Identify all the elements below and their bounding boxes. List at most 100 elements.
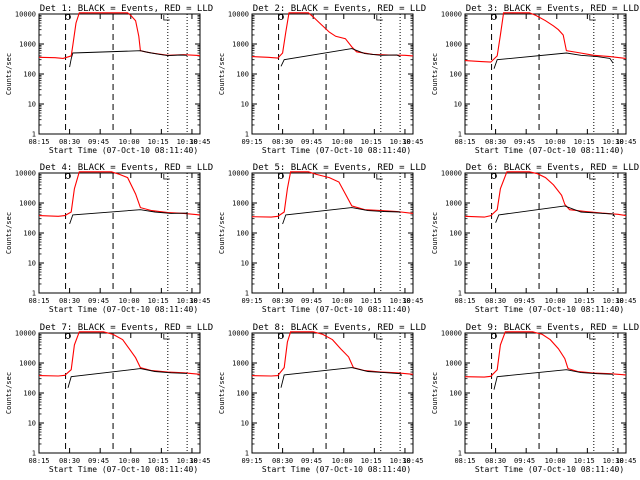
x-tick-label: 10:15 (148, 138, 169, 146)
lld-series-line (464, 331, 627, 378)
y-tick-label: 10 (28, 420, 36, 428)
x-tick-label: 10:15 (148, 457, 169, 465)
x-tick-label: 10:15 (361, 138, 382, 146)
detector-panel-9: 1 10 100 1000 10000 08:15 08:30 09:45 10:00 10:15… (431, 323, 639, 474)
x-tick-label: 10:45 (615, 138, 636, 146)
y-tick-label: 100 (236, 390, 249, 398)
marker-circle (65, 333, 71, 339)
x-tick-label: 09:45 (514, 297, 535, 305)
marker-bracket (163, 15, 170, 21)
x-axis-label: Start Time (07-Oct-10 08:11:40) (475, 146, 624, 155)
events-series-line (69, 209, 188, 225)
detector-panel-2: 1 10 100 1000 10000 09:15 08:30 09:45 10:00 10:15… (218, 4, 426, 155)
panel-title: Det 2: BLACK = Events, RED = LLD (253, 4, 426, 14)
panel-title: Det 8: BLACK = Events, RED = LLD (253, 323, 426, 333)
x-tick-label: 09:15 (241, 138, 262, 146)
x-tick-label: 10:45 (189, 138, 210, 146)
x-axis-label: Start Time (07-Oct-10 08:11:40) (475, 305, 624, 314)
plot-frame (38, 332, 201, 454)
x-tick-label: 09:45 (88, 138, 109, 146)
x-axis-label: Start Time (07-Oct-10 08:11:40) (49, 146, 198, 155)
y-axis-label: Counts/sec (5, 212, 13, 254)
panel-title: Det 3: BLACK = Events, RED = LLD (466, 4, 639, 14)
y-tick-label: 1 (32, 450, 36, 458)
x-tick-label: 10:45 (189, 457, 210, 465)
x-tick-label: 08:15 (454, 297, 475, 305)
panel-title: Det 1: BLACK = Events, RED = LLD (40, 4, 213, 14)
y-tick-label: 1 (458, 450, 462, 458)
plot-frame (38, 172, 201, 294)
detector-panel-7: 1 10 100 1000 10000 08:15 08:30 09:45 10:00 10:15… (5, 323, 213, 474)
marker-circle (278, 14, 284, 20)
y-axis-label: Counts/sec (431, 53, 439, 95)
x-tick-label: 08:15 (454, 457, 475, 465)
y-axis-label: Counts/sec (218, 53, 226, 95)
y-tick-label: 100 (23, 390, 36, 398)
x-tick-label: 08:30 (272, 297, 293, 305)
x-axis-label: Start Time (07-Oct-10 08:11:40) (475, 465, 624, 474)
y-tick-label: 1000 (19, 41, 36, 49)
y-tick-label: 10 (28, 260, 36, 268)
x-tick-label: 08:30 (485, 457, 506, 465)
x-tick-label: 10:15 (361, 457, 382, 465)
x-tick-label: 09:45 (301, 138, 322, 146)
y-tick-label: 1000 (232, 200, 249, 208)
marker-bracket (376, 15, 383, 21)
detector-panel-5: 1 10 100 1000 10000 09:15 08:30 09:45 10:00 10:15… (218, 163, 426, 314)
x-tick-label: 09:45 (88, 457, 109, 465)
y-tick-label: 10000 (15, 170, 36, 178)
panel-title: Det 9: BLACK = Events, RED = LLD (466, 323, 639, 333)
x-tick-label: 08:15 (454, 138, 475, 146)
events-series-line (280, 367, 403, 388)
panel-title: Det 5: BLACK = Events, RED = LLD (253, 163, 426, 173)
x-tick-label: 10:00 (332, 457, 353, 465)
y-tick-label: 100 (449, 71, 462, 79)
x-axis-label: Start Time (07-Oct-10 08:11:40) (49, 465, 198, 474)
y-tick-label: 10 (241, 260, 249, 268)
x-tick-label: 08:15 (28, 297, 49, 305)
lld-series-line (251, 171, 414, 218)
lld-series-line (38, 331, 201, 377)
y-tick-label: 100 (23, 230, 36, 238)
y-axis-label: Counts/sec (5, 53, 13, 95)
plot-frame (464, 172, 627, 294)
y-tick-label: 10000 (441, 330, 462, 338)
x-tick-label: 10:45 (402, 138, 423, 146)
x-tick-label: 10:30 (177, 138, 198, 146)
x-tick-label: 10:00 (545, 138, 566, 146)
y-tick-label: 10 (241, 101, 249, 109)
y-tick-label: 1000 (232, 360, 249, 368)
plot-frame (251, 172, 414, 294)
marker-bracket (376, 334, 383, 340)
y-axis-label: Counts/sec (218, 372, 226, 414)
y-tick-label: 1000 (445, 41, 462, 49)
x-tick-label: 09:15 (241, 457, 262, 465)
events-series-line (282, 207, 401, 225)
x-tick-label: 08:30 (272, 457, 293, 465)
panel-title: Det 7: BLACK = Events, RED = LLD (40, 323, 213, 333)
events-series-line (280, 48, 401, 67)
y-tick-label: 10000 (228, 170, 249, 178)
marker-bracket (163, 174, 170, 180)
x-tick-label: 10:30 (390, 138, 411, 146)
x-axis-label: Start Time (07-Oct-10 08:11:40) (262, 465, 411, 474)
y-tick-label: 10000 (15, 330, 36, 338)
x-tick-label: 09:15 (241, 297, 262, 305)
y-tick-label: 10000 (441, 11, 462, 19)
x-tick-label: 10:30 (390, 297, 411, 305)
x-tick-label: 08:30 (272, 138, 293, 146)
x-tick-label: 10:15 (574, 297, 595, 305)
x-tick-label: 10:15 (574, 457, 595, 465)
y-tick-label: 1000 (232, 41, 249, 49)
y-tick-label: 1 (32, 290, 36, 298)
x-tick-label: 10:30 (390, 457, 411, 465)
y-tick-label: 10000 (228, 11, 249, 19)
plot-frame (251, 13, 414, 135)
x-axis-label: Start Time (07-Oct-10 08:11:40) (262, 305, 411, 314)
x-tick-label: 10:45 (615, 297, 636, 305)
y-tick-label: 10 (454, 260, 462, 268)
x-tick-label: 10:45 (615, 457, 636, 465)
x-tick-label: 10:00 (119, 138, 140, 146)
lld-series-line (464, 12, 627, 63)
